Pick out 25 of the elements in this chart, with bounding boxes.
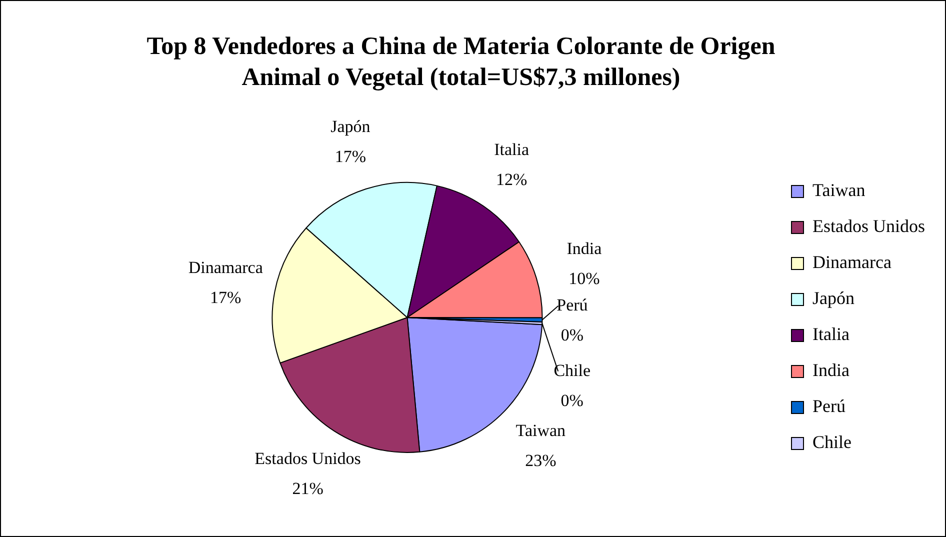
slice-label: Perú — [556, 295, 588, 314]
data-label: 0% — [560, 390, 584, 410]
legend-label: India — [812, 360, 850, 380]
slice-label: Taiwan — [516, 421, 566, 440]
legend-label: Italia — [812, 324, 850, 344]
legend-label: Japón — [812, 288, 854, 308]
slice-label: Estados Unidos — [254, 448, 361, 468]
slice-label: India — [566, 238, 602, 258]
slice-label: Chile — [554, 360, 591, 380]
data-label: 17% — [334, 146, 366, 166]
data-label: 10% — [568, 268, 600, 288]
data-label: 0% — [560, 325, 584, 344]
legend-label: Taiwan — [812, 180, 866, 200]
chart-title: Top 8 Vendedores a China de Materia Colorante de Origen Animal o Vegetal (total=US$7,3 millones) — [146, 32, 776, 93]
legend-label: Chile — [812, 432, 852, 452]
data-label: 12% — [496, 170, 528, 190]
slice-label: Italia — [494, 140, 530, 160]
slice-label: Dinamarca — [188, 258, 264, 277]
data-label: 21% — [292, 478, 324, 498]
legend-label: Estados Unidos — [812, 216, 925, 236]
legend-label: Dinamarca — [812, 252, 892, 272]
legend-label: Perú — [812, 396, 846, 416]
slice-label: Japón — [330, 116, 371, 136]
data-label: 23% — [525, 451, 556, 470]
data-label: 17% — [210, 288, 242, 307]
